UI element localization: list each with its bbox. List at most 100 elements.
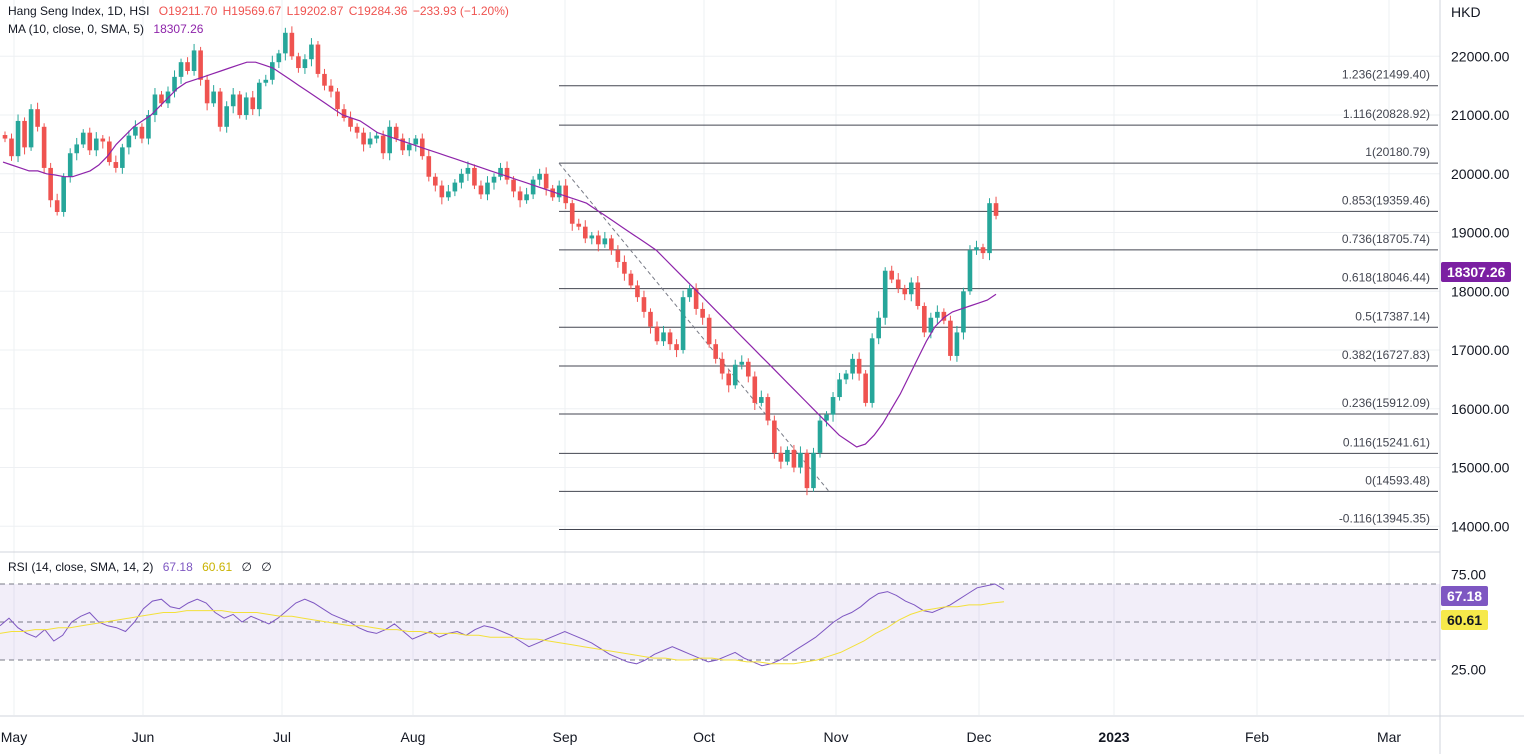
candle-body xyxy=(674,344,679,351)
candle-body xyxy=(478,185,484,195)
symbol-label: Hang Seng Index, 1D, HSI xyxy=(8,4,150,18)
candle-body xyxy=(667,332,673,345)
candle-body xyxy=(159,94,164,104)
candle-body xyxy=(315,44,321,74)
rsi-tick-label: 75.00 xyxy=(1451,567,1486,583)
candle-body xyxy=(928,317,934,333)
candle-body xyxy=(602,238,608,245)
time-tick-label: Sep xyxy=(553,729,578,745)
candle-body xyxy=(9,138,14,157)
current-price-badge: 18307.26 xyxy=(1441,262,1512,282)
rsi-ma-line xyxy=(0,601,1005,665)
candle-body xyxy=(374,135,379,139)
candle-body xyxy=(335,91,340,110)
candle-body xyxy=(22,120,27,148)
candle-body xyxy=(628,273,634,286)
candle-body xyxy=(61,176,66,212)
price-tick-label: 20000.00 xyxy=(1451,166,1510,182)
candle-body xyxy=(817,420,823,453)
candle-body xyxy=(726,373,732,386)
candle-body xyxy=(191,50,197,71)
candle-body xyxy=(367,138,373,145)
rsi-ma-badge: 60.61 xyxy=(1441,610,1489,630)
candle-body xyxy=(582,226,588,239)
time-tick-label: Nov xyxy=(824,729,849,745)
candle-body xyxy=(967,250,973,292)
candle-body xyxy=(935,311,940,318)
candle-body xyxy=(687,288,692,298)
candle-body xyxy=(87,132,93,151)
candle-body xyxy=(172,76,177,92)
candle-body xyxy=(113,162,119,168)
candle-body xyxy=(498,167,503,177)
candle-body xyxy=(543,173,549,189)
candle-body xyxy=(517,191,523,201)
candle-body xyxy=(126,135,132,148)
candle-body xyxy=(980,247,986,254)
candle-body xyxy=(54,200,60,212)
price-tick-label: 21000.00 xyxy=(1451,107,1510,123)
price-tick-label: 18000.00 xyxy=(1451,283,1510,299)
candle-body xyxy=(204,79,210,104)
candle-body xyxy=(393,126,399,139)
fib-trend-line xyxy=(558,162,830,492)
candle-body xyxy=(895,279,901,289)
candle-body xyxy=(406,144,412,151)
fib-level-label: -0.116(13945.35) xyxy=(1339,512,1430,526)
candle-body xyxy=(693,288,699,309)
candle-body xyxy=(67,153,73,177)
candle-body xyxy=(511,179,516,192)
rsi-value: 67.18 xyxy=(162,560,193,574)
candle-body xyxy=(80,132,86,145)
rsi-ma-value: 60.61 xyxy=(202,560,233,574)
candle-body xyxy=(876,317,881,339)
candle-body xyxy=(452,182,458,192)
candle-body xyxy=(387,126,392,154)
candle-body xyxy=(837,379,842,398)
candle-body xyxy=(354,126,360,133)
rsi-legend: RSI (14, close, SMA, 14, 2) 67.18 60.61 … xyxy=(8,560,278,574)
candle-body xyxy=(609,238,614,251)
rsi-label: RSI (14, close, SMA, 14, 2) xyxy=(8,560,154,574)
price-tick-label: 19000.00 xyxy=(1451,225,1510,241)
candle-body xyxy=(491,176,497,183)
symbol-legend: Hang Seng Index, 1D, HSI O19211.70 H1956… xyxy=(8,4,515,18)
candle-body xyxy=(648,311,653,327)
time-tick-label: Aug xyxy=(401,729,426,745)
candle-body xyxy=(15,120,21,157)
price-tick-label: 14000.00 xyxy=(1451,518,1510,534)
ma-value: 18307.26 xyxy=(153,22,204,36)
candle-body xyxy=(302,59,308,69)
fib-level-label: 1(20180.79) xyxy=(1365,145,1430,159)
candle-body xyxy=(902,288,908,295)
candle-body xyxy=(752,376,758,403)
candle-body xyxy=(322,73,327,86)
candle-body xyxy=(296,56,301,69)
candle-body xyxy=(661,332,666,342)
candle-body xyxy=(361,132,366,145)
candle-body xyxy=(745,361,751,377)
candle-body xyxy=(537,173,542,180)
candle-body xyxy=(948,320,953,356)
candle-body xyxy=(641,297,647,312)
candle-body xyxy=(530,179,536,195)
candle-body xyxy=(700,308,705,318)
candle-body xyxy=(550,188,555,198)
ohlc-close: C19284.36 xyxy=(348,4,408,18)
candle-body xyxy=(152,94,158,116)
candle-body xyxy=(41,126,47,168)
candle-body xyxy=(941,311,947,321)
ohlc-open: O19211.70 xyxy=(158,4,218,18)
candle-body xyxy=(954,332,960,356)
candle-body xyxy=(635,285,640,298)
candle-body xyxy=(237,94,243,116)
candle-body xyxy=(133,126,138,136)
candle-body xyxy=(524,194,529,201)
candle-body xyxy=(987,203,992,254)
fib-level-label: 0.236(15912.09) xyxy=(1342,396,1430,410)
candle-body xyxy=(922,305,927,333)
candle-body xyxy=(250,97,256,110)
price-tick-label: 16000.00 xyxy=(1451,401,1510,417)
